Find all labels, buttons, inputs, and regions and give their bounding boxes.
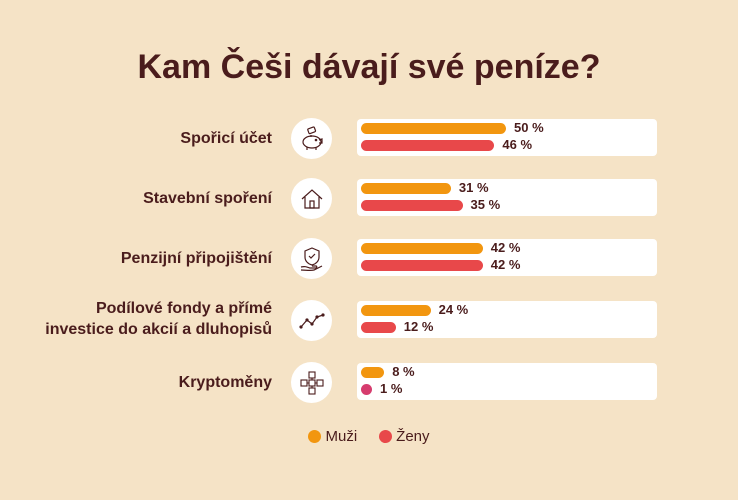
bar-panel: 42 % 42 %	[357, 239, 657, 276]
legend-item-muzi: Muži	[308, 428, 357, 445]
category-label-line: Stavební spoření	[143, 190, 272, 207]
category-label-line: Kryptoměny	[178, 374, 272, 391]
bar-zeny	[361, 200, 463, 211]
category-label-line: Spořicí účet	[180, 130, 272, 147]
category-label: Kryptoměny	[12, 372, 272, 393]
bar-muzi	[361, 243, 483, 254]
bar-muzi	[361, 183, 451, 194]
legend: Muži Ženy	[0, 428, 738, 445]
legend-swatch-zeny	[379, 430, 393, 443]
category-label-line: Penzijní připojištění	[120, 250, 272, 267]
bar-zeny	[361, 260, 483, 271]
value-label-zeny: 46 %	[502, 137, 533, 152]
chart-line-icon	[291, 300, 332, 341]
value-label-muzi: 8 %	[392, 364, 415, 379]
category-row: Podílové fondy a přímé investice do akcií…	[0, 300, 738, 360]
category-label: Spořicí účet	[12, 128, 272, 149]
bar-zeny	[361, 322, 396, 333]
bar-muzi	[361, 123, 506, 134]
category-row: Spořicí účet 50 % 46 %	[0, 118, 738, 178]
legend-label-muzi: Muži	[325, 428, 358, 445]
category-label: Penzijní připojištění	[12, 248, 272, 269]
value-label-muzi: 24 %	[438, 302, 469, 317]
piggy-bank-icon	[291, 118, 332, 159]
category-label: Podílové fondy a přímé investice do akcií…	[12, 298, 272, 340]
bar-panel: 24 % 12 %	[357, 301, 657, 338]
value-label-muzi: 42 %	[490, 240, 521, 255]
crypto-blocks-icon	[291, 362, 332, 403]
bar-panel: 8 % 1 %	[357, 363, 657, 400]
legend-item-zeny: Ženy	[379, 428, 430, 445]
legend-swatch-muzi	[308, 430, 322, 443]
value-label-muzi: 50 %	[514, 120, 544, 135]
value-label-zeny: 12 %	[403, 319, 434, 334]
value-label-zeny: 35 %	[470, 197, 501, 212]
legend-label-zeny: Ženy	[396, 428, 430, 445]
bar-zeny	[361, 140, 495, 151]
bar-panel: 31 % 35 %	[357, 179, 657, 216]
value-label-zeny: 42 %	[490, 257, 521, 272]
category-label: Stavební spoření	[12, 188, 272, 209]
bar-muzi	[361, 305, 431, 316]
house-icon	[291, 178, 332, 219]
bar-panel: 50 % 46 %	[357, 119, 657, 156]
shield-hand-icon	[291, 238, 332, 279]
category-row: Kryptoměny 8 % 1 %	[0, 362, 738, 422]
category-label-line: Podílové fondy a přímé	[95, 300, 272, 317]
bar-zeny	[361, 384, 372, 395]
chart-title: Kam Češi dávají své peníze?	[137, 48, 601, 86]
category-label-line: investice do akcií a dluhopisů	[45, 321, 272, 338]
category-row: Stavební spoření 31 % 35 %	[0, 178, 738, 238]
value-label-zeny: 1 %	[380, 381, 403, 396]
value-label-muzi: 31 %	[458, 180, 489, 195]
category-row: Penzijní připojištění 42 % 42 %	[0, 238, 738, 298]
bar-muzi	[361, 367, 385, 378]
